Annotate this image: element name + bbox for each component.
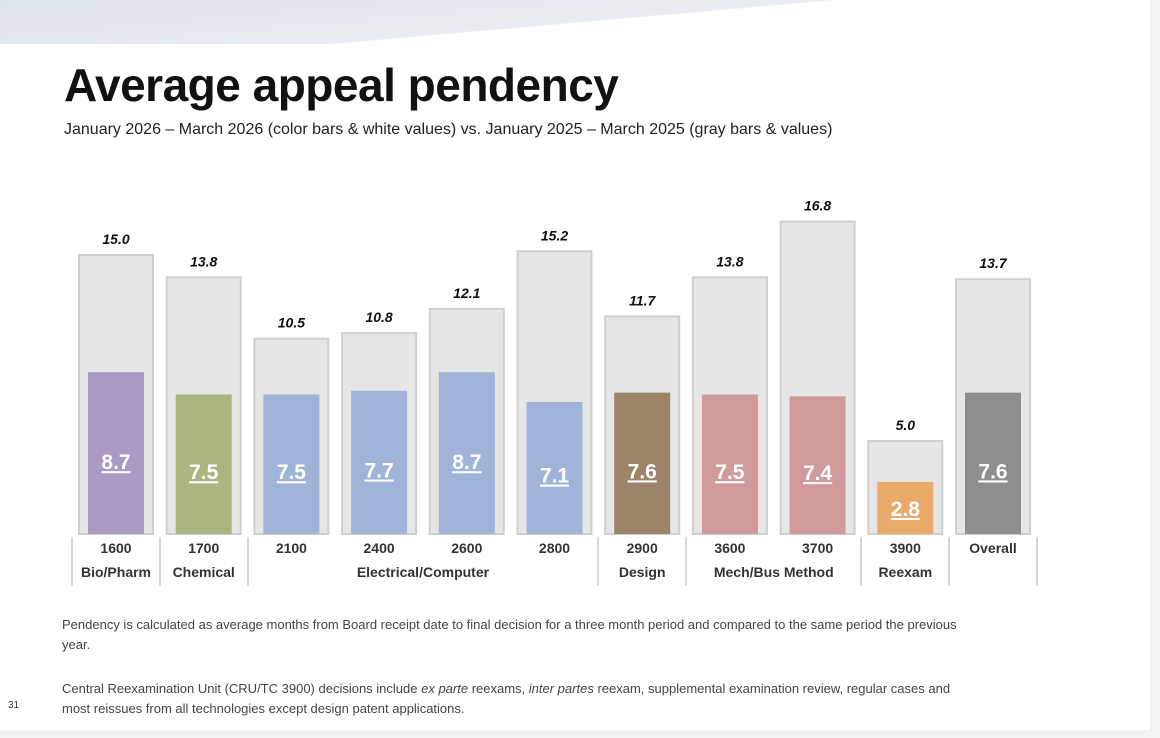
current-year-bar [526, 401, 583, 534]
category-tick-label: 2900 [627, 540, 658, 556]
current-year-value-label: 8.7 [101, 451, 130, 474]
prior-year-value-label: 11.7 [629, 292, 656, 308]
current-year-value-label: 7.1 [540, 465, 570, 488]
prior-year-value-label: 15.2 [541, 227, 568, 243]
current-year-bar [614, 392, 671, 534]
prior-year-value-label: 13.7 [979, 255, 1007, 271]
group-label: Reexam [878, 564, 932, 580]
group-label: Design [619, 564, 666, 580]
group-label: Chemical [173, 564, 235, 580]
prior-year-value-label: 15.0 [102, 231, 129, 247]
current-year-bar [351, 390, 408, 534]
current-year-bar [701, 394, 758, 534]
current-year-value-label: 7.6 [978, 460, 1007, 483]
current-year-bar [877, 481, 934, 534]
current-year-bar [965, 392, 1021, 534]
category-tick-label: 3600 [714, 540, 745, 556]
note-pendency: Pendency is calculated as average months… [62, 617, 957, 652]
category-tick-label: 3900 [890, 540, 921, 556]
category-tick-label: 2600 [451, 540, 482, 556]
group-label: Electrical/Computer [357, 564, 490, 580]
current-year-bar [438, 372, 495, 534]
bar-chart: 15.0 8.7 1600 13.8 7.5 1700 10.5 7.5 2100 10.8 7.7… [71, 198, 1038, 586]
current-year-value-label: 7.5 [277, 461, 307, 484]
current-year-bar [175, 394, 232, 534]
current-year-value-label: 7.7 [364, 460, 393, 483]
current-year-value-label: 7.6 [628, 460, 657, 483]
category-tick-label: 2100 [276, 540, 307, 556]
group-label: Mech/Bus Method [714, 564, 834, 580]
page-number: 31 [8, 700, 20, 711]
prior-year-value-label: 10.8 [365, 309, 392, 325]
category-tick-label: 3700 [802, 540, 833, 556]
current-year-value-label: 8.7 [452, 451, 481, 474]
prior-year-value-label: 12.1 [453, 285, 480, 301]
category-tick-label: Overall [969, 540, 1016, 556]
current-year-bar [789, 396, 846, 534]
current-year-value-label: 7.5 [189, 461, 219, 484]
current-year-bar [263, 394, 320, 534]
prior-year-value-label: 13.8 [716, 253, 743, 269]
current-year-value-label: 7.5 [715, 461, 745, 484]
category-tick-label: 1700 [188, 540, 219, 556]
category-tick-label: 2400 [364, 540, 395, 556]
prior-year-value-label: 13.8 [190, 253, 217, 269]
prior-year-value-label: 5.0 [896, 417, 916, 433]
prior-year-value-label: 16.8 [804, 198, 831, 214]
note-cru: Central Reexamination Unit (CRU/TC 3900)… [62, 681, 951, 716]
page-title: Average appeal pendency [64, 59, 619, 111]
category-tick-label: 2800 [539, 540, 570, 556]
current-year-bar [88, 372, 144, 534]
group-label: Bio/Pharm [81, 564, 151, 580]
current-year-value-label: 7.4 [803, 462, 833, 485]
category-tick-label: 1600 [100, 540, 131, 556]
page-subtitle: January 2026 – March 2026 (color bars & … [64, 121, 833, 138]
prior-year-value-label: 10.5 [278, 315, 305, 331]
current-year-value-label: 2.8 [891, 498, 921, 521]
header-banner [0, 0, 1150, 44]
